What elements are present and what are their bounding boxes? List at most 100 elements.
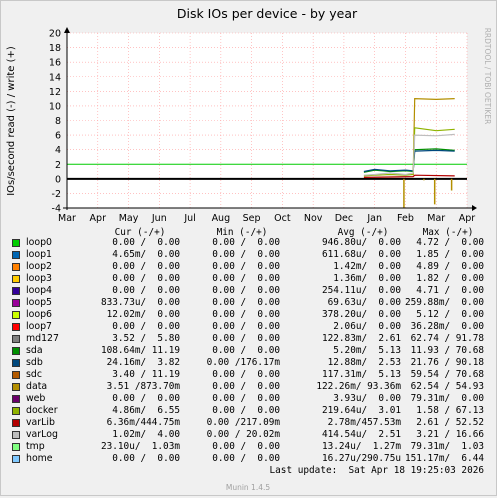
legend-swatch [12, 299, 20, 307]
series-line-varLog [363, 133, 455, 176]
legend-max: 151.17m/ 6.44 [404, 453, 484, 464]
y-tick-label: 4 [55, 145, 61, 156]
legend-name: tmp [26, 441, 45, 452]
legend-cur: 0.00 / 0.00 [112, 261, 180, 272]
y-tick-label: 14 [49, 72, 61, 83]
legend-min: 0.00 / 0.00 [212, 333, 280, 344]
legend-cur: 0.00 / 0.00 [112, 321, 180, 332]
x-tick-label: Apr [459, 213, 476, 224]
y-tick-label: 20 [49, 29, 61, 40]
legend-name: loop4 [26, 285, 52, 296]
x-tick-label: Jul [183, 213, 195, 224]
legend-row-sdc: sdc 3.40 / 11.19 0.00 / 0.00 117.31m/ 5.13 5… [0, 369, 497, 381]
legend-row-loop6: loop6 12.02m/ 0.00 0.00 / 0.00 378.20u/ 0.0… [0, 309, 497, 321]
legend-max: 5.12 / 0.00 [416, 309, 484, 320]
legend-min: 0.00 /176.17m [206, 357, 280, 368]
legend-name: loop2 [26, 261, 52, 272]
y-tick-label: 8 [55, 116, 61, 127]
legend-swatch [12, 275, 20, 283]
legend-avg: 122.26m/ 93.36m [316, 381, 401, 392]
legend-name: sdb [26, 357, 43, 368]
y-tick-labels: -4 -2 0 2 4 6 8 10 12 14 16 18 20 [49, 29, 61, 215]
legend-max: 4.72 / 0.00 [416, 237, 484, 248]
legend-max: 259.88m/ 0.00 [404, 297, 484, 308]
legend-name: varLog [26, 429, 58, 440]
series-lines [67, 97, 467, 208]
x-tick-label: Aug [212, 213, 231, 224]
rrdtool-watermark: RRDTOOL / TOBI OETIKER [483, 28, 492, 125]
x-tick-label: Jun [151, 213, 167, 224]
legend-swatch [12, 239, 20, 247]
last-update-row: Last update: Sat Apr 18 19:25:03 2026 [0, 465, 497, 477]
legend-avg: 1.42m/ 0.00 [333, 261, 401, 272]
y-tick-label: 6 [55, 131, 61, 142]
legend-swatch [12, 443, 20, 451]
legend-swatch [12, 335, 20, 343]
legend-max: 1.82 / 0.00 [416, 273, 484, 284]
x-tick-label: Sep [243, 213, 261, 224]
legend-name: varLib [26, 417, 55, 428]
legend-row-loop3: loop3 0.00 / 0.00 0.00 / 0.00 1.36m/ 0.00 1.… [0, 273, 497, 285]
legend-min: 0.00 / 0.00 [212, 321, 280, 332]
legend-min: 0.00 / 0.00 [212, 297, 280, 308]
legend-swatch [12, 431, 20, 439]
legend-avg: 1.36m/ 0.00 [333, 273, 401, 284]
legend-avg: 3.93u/ 0.00 [333, 393, 401, 404]
legend-avg: 12.88m/ 2.53 [327, 357, 401, 368]
legend-max: 11.93 / 70.68 [410, 345, 484, 356]
legend-min: 0.00 / 0.00 [212, 393, 280, 404]
legend-min: 0.00 / 0.00 [212, 405, 280, 416]
legend-name: loop1 [26, 249, 52, 260]
legend-cur: 0.00 / 0.00 [112, 453, 180, 464]
header-max: Max (-/+) [422, 227, 474, 238]
legend-max: 79.31m/ 1.03 [410, 441, 484, 452]
legend-name: data [26, 381, 48, 392]
legend-swatch [12, 347, 20, 355]
legend-name: loop0 [26, 237, 52, 248]
legend-max: 62.74 / 91.78 [410, 333, 484, 344]
x-tick-label: Jan [366, 213, 382, 224]
legend-row-loop5: loop5 833.73u/ 0.00 0.00 / 0.00 69.63u/ 0.0… [0, 297, 497, 309]
y-tick-label: 10 [49, 101, 61, 112]
legend-row-loop2: loop2 0.00 / 0.00 0.00 / 0.00 1.42m/ 0.00 4.… [0, 261, 497, 273]
legend-cur: 12.02m/ 0.00 [106, 309, 180, 320]
x-tick-label: Mar [58, 213, 76, 224]
legend-cur: 4.86m/ 6.55 [112, 405, 180, 416]
series-line-sda [363, 148, 455, 173]
legend-cur: 3.52 / 5.80 [112, 333, 180, 344]
legend-max: 79.31m/ 0.00 [410, 393, 484, 404]
legend-avg: 254.11u/ 0.00 [321, 285, 401, 296]
legend-max: 3.21 / 16.66 [416, 429, 484, 440]
header-min: Min (-/+) [216, 227, 268, 238]
legend-name: home [26, 453, 53, 464]
legend-swatch [12, 251, 20, 259]
legend-row-tmp: tmp 23.10u/ 1.03m 0.00 / 0.00 13.24u/ 1.27m… [0, 441, 497, 453]
legend-swatch [12, 395, 20, 403]
x-tick-label: May [119, 213, 139, 224]
legend-cur: 24.16m/ 3.82 [106, 357, 180, 368]
legend-avg: 219.64u/ 3.01 [321, 405, 401, 416]
x-tick-label: Nov [304, 213, 323, 224]
legend-cur: 0.00 / 0.00 [112, 393, 180, 404]
legend-cur: 1.02m/ 4.00 [112, 429, 180, 440]
legend-name: loop6 [26, 309, 52, 320]
legend-row-loop7: loop7 0.00 / 0.00 0.00 / 0.00 2.06u/ 0.00 36… [0, 321, 497, 333]
legend-swatch [12, 287, 20, 295]
legend-swatch [12, 263, 20, 271]
legend-row-home: home 0.00 / 0.00 0.00 / 0.00 16.27u/290.75u… [0, 453, 497, 465]
header-cur: Cur (-/+) [114, 227, 166, 238]
legend-swatch [12, 311, 20, 319]
legend-avg: 946.80u/ 0.00 [321, 237, 401, 248]
legend-min: 0.00 / 0.00 [212, 345, 280, 356]
x-axis-arrow [472, 205, 477, 211]
legend-swatch [12, 407, 20, 415]
legend-avg: 117.31m/ 5.13 [321, 369, 401, 380]
legend-min: 0.00 / 0.00 [212, 309, 280, 320]
legend-max: 1.85 / 0.00 [416, 249, 484, 260]
legend-min: 0.00 / 0.00 [212, 285, 280, 296]
legend-max: 21.76 / 90.18 [410, 357, 484, 368]
legend-max: 2.61 / 52.52 [416, 417, 484, 428]
legend-swatch [12, 371, 20, 379]
series-line-varLib [363, 174, 455, 178]
